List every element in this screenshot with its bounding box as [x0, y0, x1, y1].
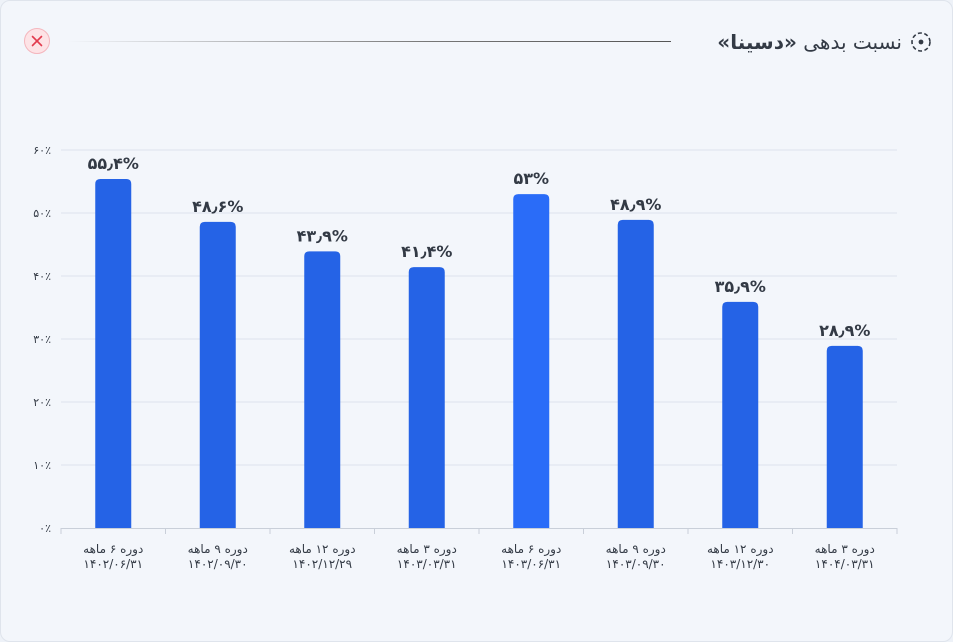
title-group: نسبت بدهی «دسینا» — [717, 28, 932, 56]
x-tick-label: دوره ۶ ماهه — [501, 542, 561, 557]
y-tick-label: ۳۰٪ — [33, 333, 51, 346]
bar[interactable] — [408, 267, 445, 528]
y-tick-label: ۵۰٪ — [33, 207, 51, 220]
x-tick-label: دوره ۱۲ ماهه — [707, 542, 774, 557]
data-label: ۴۱٫۴% — [401, 242, 452, 261]
y-tick-label: ۶۰٪ — [33, 144, 51, 157]
data-label: ۴۸٫۶% — [192, 197, 243, 216]
close-icon — [31, 35, 43, 47]
y-tick-label: ۰٪ — [39, 522, 51, 535]
y-tick-label: ۴۰٪ — [33, 270, 51, 283]
x-tick-label: دوره ۱۲ ماهه — [289, 542, 356, 557]
x-tick-date: ۱۴۰۲/۰۶/۳۱ — [83, 557, 143, 571]
target-icon — [911, 32, 931, 52]
x-tick-date: ۱۴۰۲/۰۹/۳۰ — [188, 557, 248, 571]
x-tick-label: دوره ۳ ماهه — [815, 542, 875, 557]
x-tick-date: ۱۴۰۳/۰۹/۳۰ — [606, 557, 666, 571]
data-label: ۵۵٫۴% — [88, 154, 139, 173]
title-prefix: نسبت بدهی — [803, 30, 902, 54]
bar[interactable] — [722, 301, 759, 528]
y-tick-label: ۲۰٪ — [33, 396, 51, 409]
bar[interactable] — [513, 194, 550, 528]
x-tick-label: دوره ۳ ماهه — [397, 542, 457, 557]
y-tick-label: ۱۰٪ — [33, 459, 51, 472]
x-tick-label: دوره ۶ ماهه — [83, 542, 143, 557]
data-label: ۵۳% — [513, 169, 549, 188]
page-title: نسبت بدهی «دسینا» — [717, 30, 902, 54]
x-tick-date: ۱۴۰۴/۰۳/۳۱ — [815, 557, 875, 571]
x-tick-date: ۱۴۰۲/۱۲/۲۹ — [292, 557, 352, 571]
bar[interactable] — [304, 251, 341, 528]
panel-header: نسبت بدهی «دسینا» — [1, 1, 952, 81]
x-tick-label: دوره ۹ ماهه — [188, 542, 248, 557]
header-divider — [67, 41, 671, 42]
x-tick-date: ۱۴۰۳/۱۲/۳۰ — [710, 557, 770, 571]
bar[interactable] — [199, 221, 236, 528]
bar[interactable] — [95, 178, 132, 529]
data-label: ۴۸٫۹% — [610, 195, 661, 214]
bar[interactable] — [826, 345, 863, 528]
x-tick-date: ۱۴۰۳/۰۶/۳۱ — [501, 557, 561, 571]
x-tick-label: دوره ۹ ماهه — [606, 542, 666, 557]
data-label: ۴۳٫۹% — [297, 226, 348, 245]
bar[interactable] — [617, 219, 654, 528]
title-company: «دسینا» — [717, 30, 797, 54]
close-button[interactable] — [24, 28, 50, 54]
x-tick-date: ۱۴۰۳/۰۳/۳۱ — [397, 557, 457, 571]
data-label: ۳۵٫۹% — [715, 277, 766, 296]
data-label: ۲۸٫۹% — [819, 321, 870, 340]
